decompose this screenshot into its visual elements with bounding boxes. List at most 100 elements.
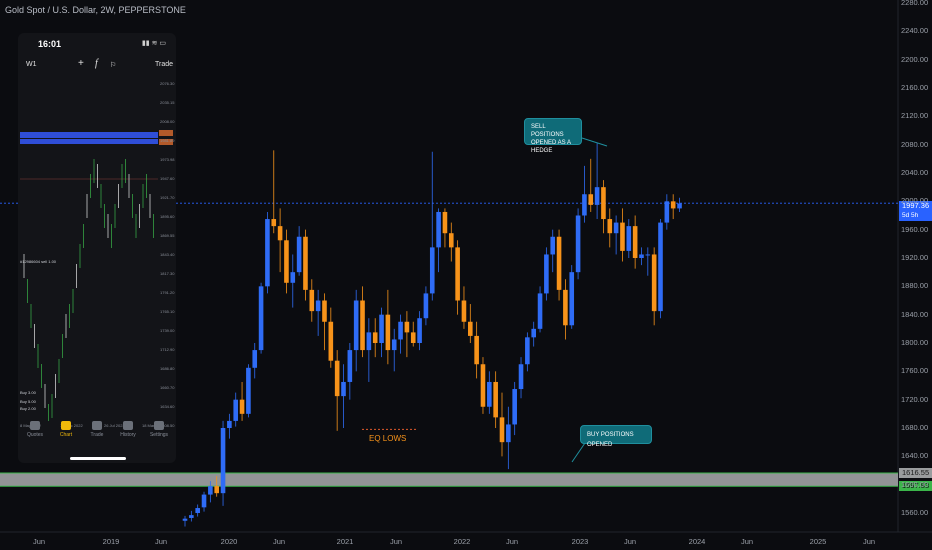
price-axis-tick: 2240.00 — [901, 26, 929, 36]
phone-price-tick: 1686.80 — [160, 366, 175, 371]
price-axis-tick: 2280.00 — [901, 0, 929, 7]
nav-history[interactable]: History — [113, 421, 143, 438]
candle-body — [410, 332, 416, 343]
candle-body — [626, 226, 632, 251]
candle-body — [563, 289, 568, 326]
time-axis-tick: Jun — [272, 537, 286, 546]
candle-body — [208, 486, 213, 495]
phone-status-icons: ▮▮ ≋ ▭ — [141, 40, 166, 47]
candle-body — [556, 236, 562, 290]
phone-status-bar: 16:01 ▮▮ ≋ ▭ — [18, 33, 176, 53]
candle-body — [284, 240, 289, 283]
support-zone — [0, 472, 898, 487]
candle-body — [664, 201, 670, 223]
phone-price-tick: 1765.10 — [160, 309, 175, 314]
candle-body — [303, 236, 308, 290]
candle-body — [575, 215, 581, 273]
candle-body — [309, 289, 315, 312]
zone-top-tag: 1616.55 — [899, 468, 932, 478]
sell-positions-bubble: SELL POSITIONS OPENED AS A HEDGE — [524, 118, 582, 154]
phone-price-tick: 1981.89 — [160, 138, 175, 143]
time-axis-tick: 2023 — [571, 537, 589, 546]
candle-body — [544, 254, 549, 294]
candle-body — [315, 300, 321, 312]
candle-body — [474, 335, 479, 365]
zone-bottom-tag: 1597.83 — [899, 481, 932, 491]
candle-body — [322, 300, 327, 322]
candle-body — [290, 272, 296, 283]
price-axis-tick: 2200.00 — [901, 54, 929, 64]
candle-body — [550, 236, 556, 255]
indicators-icon[interactable]: f — [95, 58, 98, 69]
time-axis-tick: 2021 — [336, 537, 354, 546]
phone-price-tick: 1739.00 — [160, 328, 175, 333]
phone-screenshot-inset: 16:01 ▮▮ ≋ ▭ W1 + f ⚐ Trade 2076.30 2035.… — [18, 33, 176, 463]
time-axis-tick: Jun — [862, 537, 876, 546]
time-axis-tick: Jun — [623, 537, 637, 546]
nav-quotes[interactable]: Quotes — [20, 421, 50, 438]
phone-order-note: Buy 3.00 — [20, 390, 36, 395]
price-axis-tick: 1720.00 — [901, 394, 929, 404]
candle-body — [334, 360, 340, 397]
phone-mini-chart — [20, 130, 173, 421]
history-icon — [123, 421, 133, 430]
sell-bubble-line-2: OPENED AS A HEDGE — [531, 140, 571, 154]
price-axis-tick: 1960.00 — [901, 224, 929, 234]
candle-body — [366, 332, 372, 351]
buy-positions-bubble: BUY POSITIONS OPENED — [580, 425, 652, 448]
candle-body — [271, 219, 277, 227]
phone-trade-button[interactable]: Trade — [155, 61, 174, 68]
chart-icon — [61, 421, 71, 430]
candle-body — [258, 286, 264, 351]
phone-xtick: 26 Jul 2023 — [104, 423, 125, 428]
candle-body — [239, 399, 245, 414]
time-axis-tick: Jun — [389, 537, 403, 546]
price-axis-tick: 1640.00 — [901, 451, 929, 461]
candle-body — [347, 350, 353, 382]
candle-body — [468, 321, 473, 336]
time-axis-tick: 2020 — [220, 537, 238, 546]
objects-icon[interactable]: ⚐ — [110, 62, 117, 69]
phone-xtick: 16 Dec 2022 — [60, 423, 83, 428]
price-axis-tick: 2120.00 — [901, 111, 929, 121]
nav-trade[interactable]: Trade — [82, 421, 112, 438]
current-price-tag: 1997.36 — [899, 201, 932, 211]
candle-body — [404, 321, 410, 333]
candle-body — [639, 254, 644, 258]
phone-price-tick: 1895.60 — [160, 214, 175, 219]
phone-timeframe[interactable]: W1 — [26, 61, 37, 68]
phone-order-note: Buy 2.00 — [20, 406, 36, 411]
nav-settings[interactable]: Settings — [144, 421, 174, 438]
candle-body — [372, 332, 378, 343]
phone-bottom-nav: Quotes Chart Trade History Settings — [18, 421, 176, 449]
candle-body — [328, 321, 334, 361]
candle-body — [506, 424, 511, 443]
candle-body — [448, 233, 454, 248]
phone-price-tick: 1817.30 — [160, 271, 175, 276]
time-axis-tick: Jun — [154, 537, 168, 546]
sell-bubble-pointer — [581, 137, 608, 147]
phone-price-tick: 1843.40 — [160, 252, 175, 257]
home-indicator — [70, 457, 126, 460]
candle-body — [487, 381, 492, 407]
price-axis-tick: 2040.00 — [901, 168, 929, 177]
candle-body — [423, 293, 429, 319]
candle-body — [601, 187, 606, 220]
candle-body — [233, 399, 239, 421]
nav-chart[interactable]: Chart — [51, 421, 81, 438]
crosshair-icon[interactable]: + — [78, 58, 84, 69]
candle-body — [277, 226, 283, 241]
phone-chart-toolbar: W1 + f ⚐ Trade — [18, 58, 176, 74]
candle-body — [201, 494, 207, 508]
price-axis-tick: 1880.00 — [901, 281, 929, 291]
phone-price-tick: 1608.50 — [160, 423, 175, 428]
phone-price-tick: 1791.20 — [160, 290, 175, 295]
time-axis-tick: 2019 — [102, 537, 120, 546]
phone-clock: 16:01 — [38, 39, 62, 49]
candle-body — [227, 420, 232, 428]
candle-body — [582, 194, 587, 216]
candle-body — [220, 428, 226, 494]
price-axis-tick: 1920.00 — [901, 253, 929, 262]
